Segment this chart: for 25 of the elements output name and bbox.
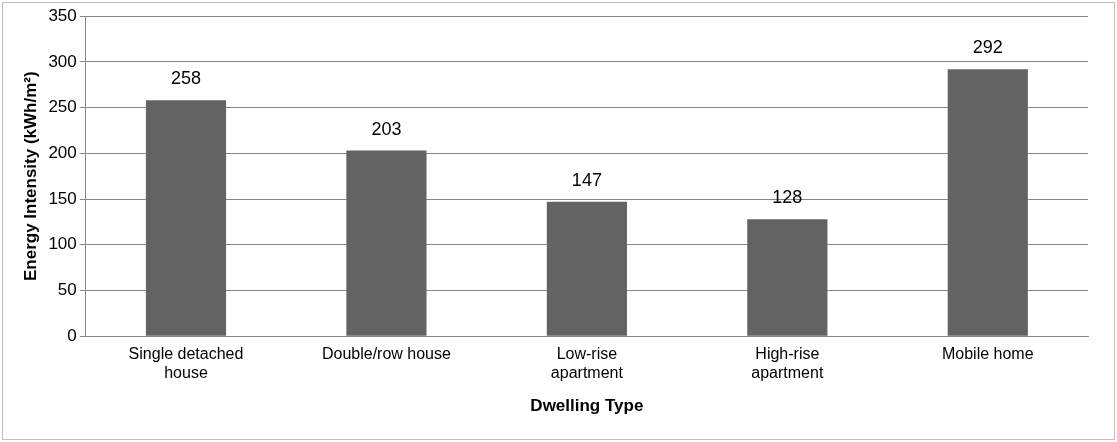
x-tick-label: Double/row house (321, 345, 452, 363)
y-tick-label: 100 (48, 234, 77, 254)
data-label: 128 (772, 187, 803, 208)
y-axis-title: Energy Intensity (kWh/m²) (20, 71, 40, 282)
data-label: 147 (571, 169, 602, 190)
y-tick-label: 0 (67, 325, 77, 345)
x-tick-label: Single detached house (128, 345, 244, 382)
bar (546, 201, 627, 336)
y-tick-label: 350 (48, 5, 77, 25)
y-tick-label: 300 (48, 51, 77, 71)
y-tick-label: 150 (48, 188, 77, 208)
x-tick-label: High-rise apartment (751, 345, 824, 382)
y-tick-label: 200 (48, 143, 77, 163)
x-tick-label: Mobile home (941, 345, 1034, 363)
data-label: 203 (371, 118, 402, 139)
bar (947, 69, 1028, 336)
bar (145, 100, 227, 336)
x-axis-title: Dwelling Type (530, 396, 644, 416)
bar (346, 150, 427, 336)
y-tick-label: 50 (57, 280, 77, 300)
x-tick-label: Low-rise apartment (550, 345, 624, 382)
y-tick-label: 250 (48, 97, 77, 117)
data-label: 258 (170, 68, 202, 89)
data-label: 292 (972, 37, 1003, 58)
bar (747, 219, 828, 336)
